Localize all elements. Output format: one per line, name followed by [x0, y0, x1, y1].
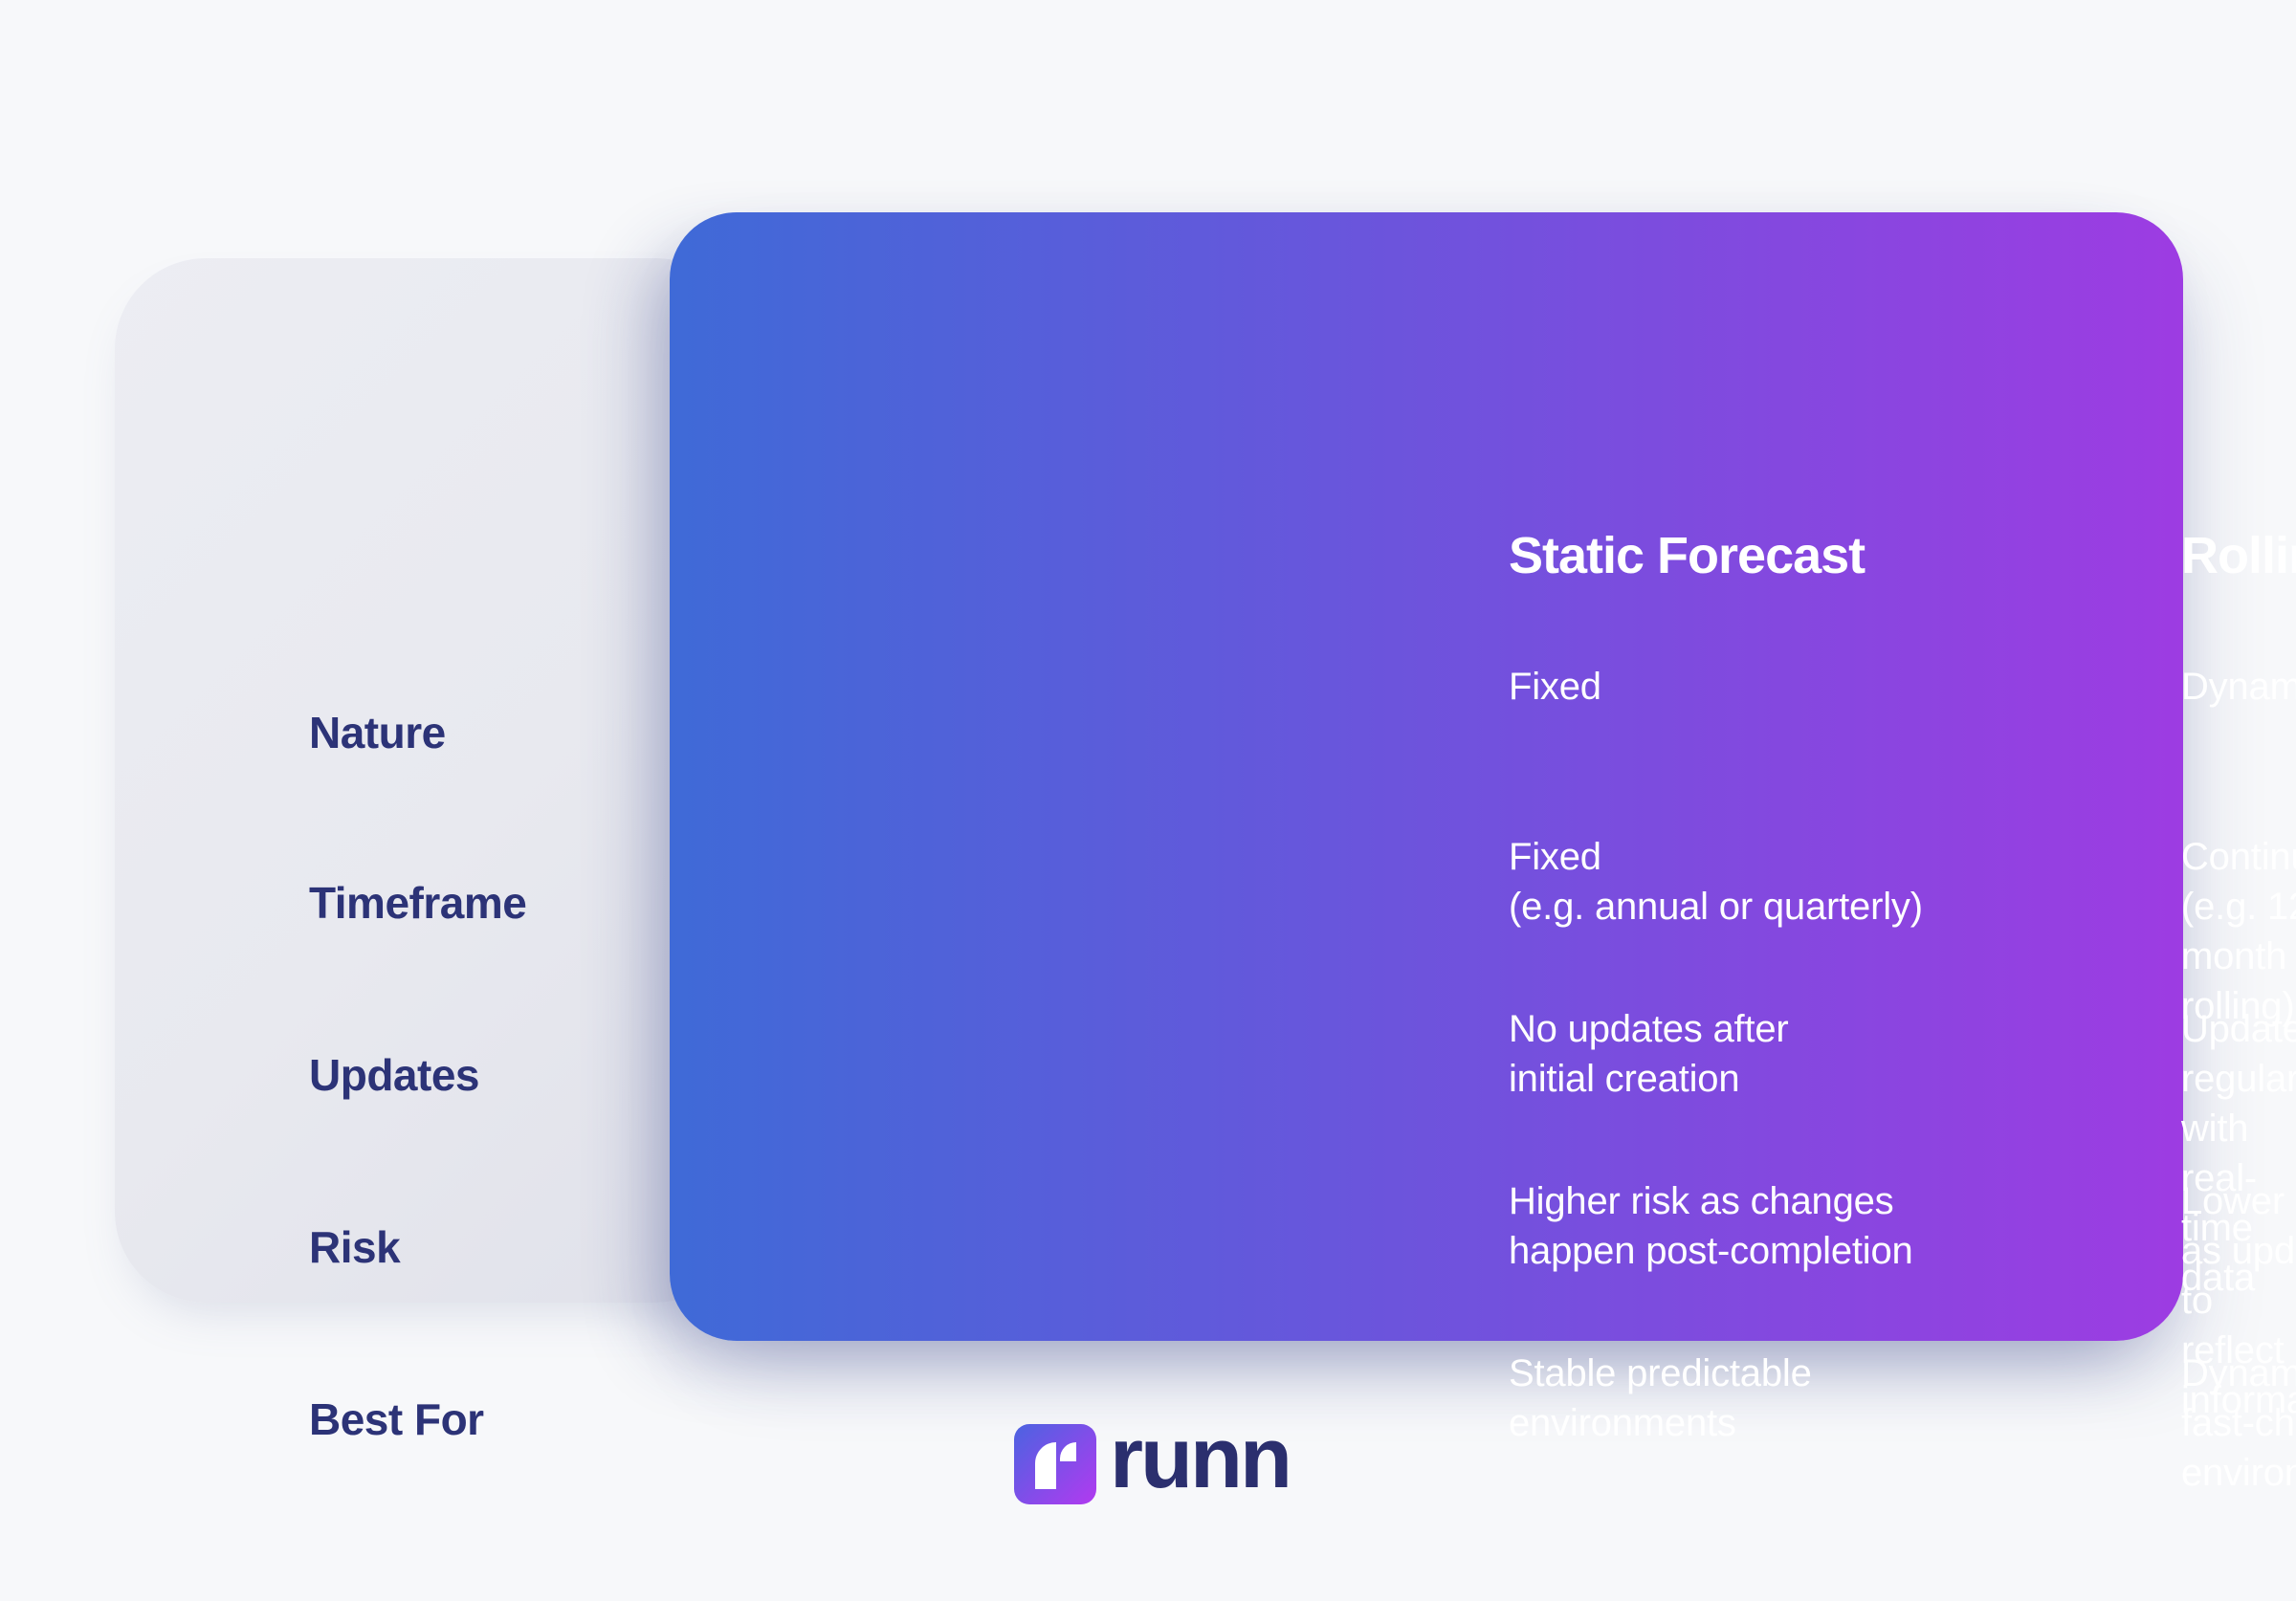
cell-rolling-updates: Updated regularly with real-time data: [2181, 1008, 2296, 1299]
row-label-nature: Nature: [309, 708, 446, 757]
cell-static-risk: Higher risk as changes happen post-compl…: [1509, 1180, 1913, 1272]
column-header-rolling: Rolling Forecast: [2181, 527, 2296, 584]
cell-static-nature: Fixed: [1509, 666, 1601, 708]
cell-rolling-nature: Dynamic: [2181, 666, 2296, 708]
row-labels-panel: Nature Timeframe Updates Risk Best For: [115, 258, 746, 1444]
cell-static-best-for: Stable predictable environments: [1509, 1352, 1812, 1444]
row-label-best-for: Best For: [309, 1394, 484, 1444]
cell-rolling-timeframe: Continuous (e.g. 12-month rolling): [2181, 836, 2296, 1027]
row-label-updates: Updates: [309, 1050, 479, 1100]
runn-logo-icon: [1014, 1424, 1096, 1504]
r-glyph-stem: [1035, 1442, 1056, 1489]
cell-rolling-best-for: Dynamic fast-changing environments: [2181, 1352, 2296, 1494]
comparison-panel: Static Forecast Rolling Forecast Fixed D…: [670, 212, 2296, 1494]
cell-static-updates: No updates after initial creation: [1509, 1008, 1789, 1100]
cell-rolling-risk: Lower risk as updates to reflect new inf…: [2181, 1180, 2296, 1421]
runn-logo-text: runn: [1110, 1411, 1292, 1506]
cell-static-timeframe: Fixed (e.g. annual or quarterly): [1509, 836, 1923, 928]
row-label-timeframe: Timeframe: [309, 878, 527, 928]
column-header-static: Static Forecast: [1509, 527, 1866, 584]
r-glyph-shoulder: [1060, 1442, 1076, 1461]
row-label-risk: Risk: [309, 1222, 401, 1272]
